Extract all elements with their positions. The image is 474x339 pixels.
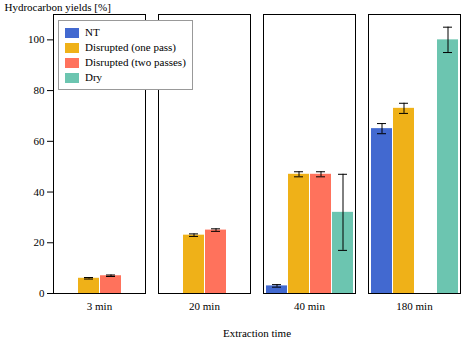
svg-text:0: 0 bbox=[39, 287, 45, 299]
svg-text:100: 100 bbox=[28, 33, 45, 45]
svg-text:40 min: 40 min bbox=[294, 300, 325, 312]
svg-text:40: 40 bbox=[34, 186, 46, 198]
svg-text:180 min: 180 min bbox=[396, 300, 433, 312]
svg-text:20 min: 20 min bbox=[189, 300, 220, 312]
svg-text:60: 60 bbox=[34, 135, 46, 147]
svg-text:Extraction time: Extraction time bbox=[223, 327, 291, 339]
svg-text:3 min: 3 min bbox=[87, 300, 113, 312]
svg-text:20: 20 bbox=[34, 236, 46, 248]
html-text:Disrupted (one pass): Disrupted (one pass) bbox=[85, 41, 176, 53]
svg-text:Hydrocarbon yields [%]: Hydrocarbon yields [%] bbox=[5, 1, 111, 13]
svg-text:80: 80 bbox=[34, 84, 46, 96]
html-text:NT: NT bbox=[85, 26, 100, 38]
html-text:Dry: Dry bbox=[85, 71, 103, 83]
html-text:Disrupted (two passes): Disrupted (two passes) bbox=[85, 56, 186, 68]
